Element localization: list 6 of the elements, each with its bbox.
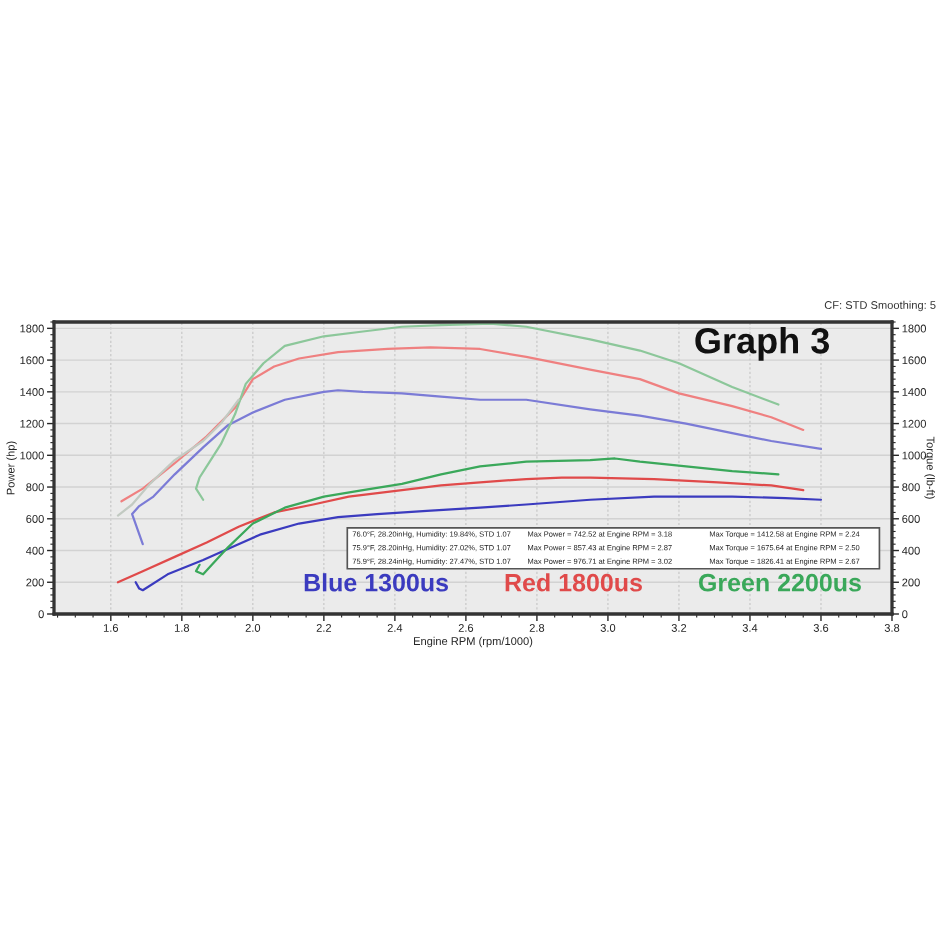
series-label: Blue 1300us xyxy=(304,573,448,592)
chart-title: Graph 3 xyxy=(695,327,830,361)
text: Green 2200us xyxy=(698,573,861,592)
line-series xyxy=(194,457,780,576)
line-series xyxy=(131,389,823,546)
text: Red 1800us xyxy=(505,573,642,592)
